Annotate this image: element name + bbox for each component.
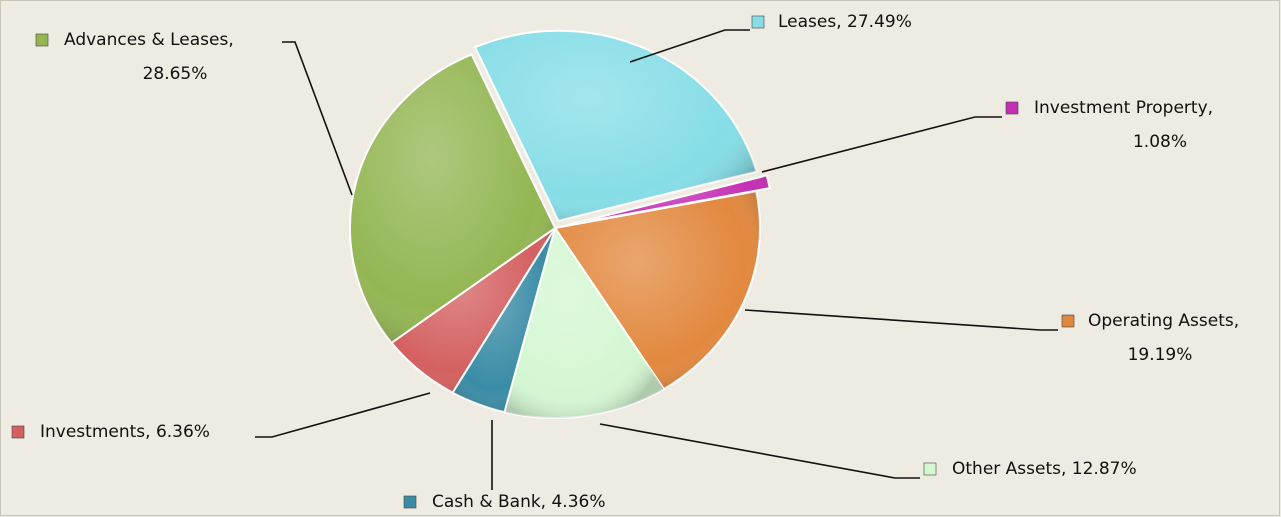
slice-shade bbox=[391, 228, 555, 393]
pie bbox=[349, 29, 771, 419]
data-label: Other Assets, 12.87% bbox=[952, 459, 1137, 479]
slice-shade bbox=[568, 175, 770, 225]
label-marker bbox=[1005, 101, 1019, 115]
data-label: Investments, 6.36% bbox=[40, 422, 210, 442]
slice-shade bbox=[452, 228, 555, 413]
label-marker bbox=[923, 462, 937, 476]
data-label: Operating Assets, 19.19% bbox=[1088, 311, 1239, 365]
labels: Leases, 27.49% Investment Property, 1.08% O… bbox=[11, 12, 1239, 512]
slice-shade bbox=[350, 54, 555, 343]
data-label: Advances & Leases, 28.65% bbox=[64, 30, 234, 84]
label-marker bbox=[403, 495, 417, 509]
label-marker bbox=[751, 15, 765, 29]
slice-shade bbox=[555, 191, 760, 390]
data-label: Investment Property, 1.08% bbox=[1034, 98, 1213, 152]
leader-line bbox=[599, 423, 920, 479]
leader-line bbox=[282, 41, 353, 196]
slice-shade bbox=[475, 30, 757, 221]
label-marker bbox=[35, 33, 49, 47]
label-marker bbox=[11, 425, 25, 439]
slice-shade bbox=[504, 228, 664, 418]
leader-line bbox=[761, 116, 1002, 173]
data-label: Cash & Bank, 4.36% bbox=[432, 492, 606, 512]
leader-line bbox=[744, 309, 1058, 331]
leader-line bbox=[255, 392, 431, 438]
data-label: Leases, 27.49% bbox=[778, 12, 912, 32]
label-marker bbox=[1061, 314, 1075, 328]
leader-line bbox=[629, 29, 750, 63]
